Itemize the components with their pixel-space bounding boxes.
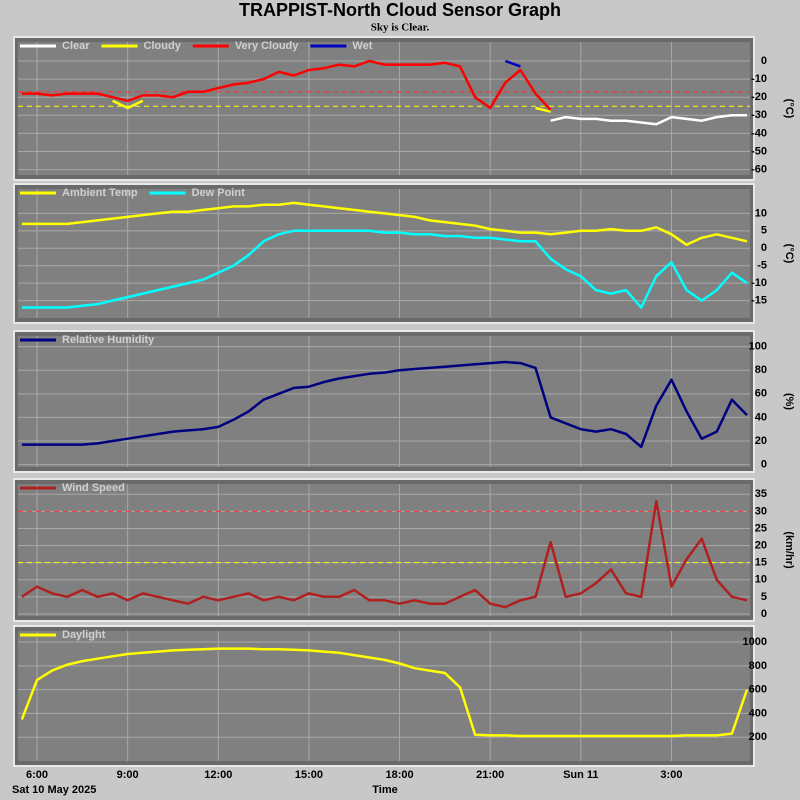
y-axis-label: (%) (783, 393, 795, 410)
data-line (21, 360, 748, 449)
y-tick-label: 15 (755, 557, 767, 569)
y-tick-label: -10 (751, 277, 767, 289)
date-label: Sat 10 May 2025 (12, 784, 96, 796)
data-line (112, 99, 551, 113)
y-tick-label: 600 (749, 684, 767, 696)
y-tick-label: 40 (755, 411, 767, 423)
legend-label: Relative Humidity (62, 334, 155, 346)
legend-label: Clear (62, 40, 90, 52)
y-tick-label: -5 (757, 260, 767, 272)
y-tick-label: 0 (761, 459, 767, 471)
x-tick-label: 21:00 (476, 769, 504, 781)
y-tick-label: 1000 (743, 636, 767, 648)
legend-label: Daylight (62, 629, 106, 641)
legend-label: Very Cloudy (235, 40, 299, 52)
y-tick-label: 20 (755, 539, 767, 551)
legend-label: Cloudy (144, 40, 182, 52)
y-tick-label: 60 (755, 388, 767, 400)
x-tick-label: 3:00 (660, 769, 682, 781)
chart-subtitle: Sky is Clear. (371, 22, 430, 34)
data-line (21, 201, 748, 247)
data-line (550, 114, 747, 126)
y-tick-label: -10 (751, 73, 767, 85)
x-tick-label: 12:00 (204, 769, 232, 781)
x-tick-label: Sun 11 (563, 769, 598, 781)
y-tick-label: 35 (755, 488, 767, 500)
y-tick-label: 5 (761, 225, 767, 237)
legend-label: Wind Speed (62, 482, 125, 494)
legend-label: Wet (352, 40, 372, 52)
plot-area (18, 189, 750, 318)
y-tick-label: 0 (761, 55, 767, 67)
data-line (21, 499, 748, 609)
y-tick-label: 80 (755, 364, 767, 376)
legend-label: Ambient Temp (62, 187, 138, 199)
y-tick-label: 5 (761, 591, 767, 603)
y-tick-label: 400 (749, 707, 767, 719)
y-tick-label: -40 (751, 127, 767, 139)
y-tick-label: 20 (755, 435, 767, 447)
y-tick-label: -15 (751, 294, 767, 306)
y-tick-label: 200 (749, 731, 767, 743)
legend-label: Dew Point (192, 187, 246, 199)
y-tick-label: 10 (755, 207, 767, 219)
x-tick-label: 18:00 (385, 769, 413, 781)
y-tick-label: 30 (755, 505, 767, 517)
y-axis-label: (°C) (783, 244, 795, 264)
y-tick-label: 0 (761, 608, 767, 620)
y-axis-label: (°C) (783, 99, 795, 119)
y-tick-label: -20 (751, 91, 767, 103)
chart-title: TRAPPIST-North Cloud Sensor Graph (239, 0, 561, 20)
y-tick-label: 100 (749, 341, 767, 353)
y-tick-label: -30 (751, 109, 767, 121)
data-line (21, 229, 748, 309)
data-line (21, 59, 552, 111)
y-tick-label: 25 (755, 522, 767, 534)
y-tick-label: -50 (751, 145, 767, 157)
x-tick-label: 15:00 (295, 769, 323, 781)
y-tick-label: 800 (749, 660, 767, 672)
y-tick-label: 0 (761, 242, 767, 254)
x-tick-label: 6:00 (26, 769, 48, 781)
data-line (20, 647, 749, 738)
data-line (504, 59, 521, 68)
y-tick-label: -60 (751, 163, 767, 175)
plot-area (18, 336, 750, 467)
y-tick-label: 10 (755, 574, 767, 586)
y-axis-label: (km/hr) (783, 531, 795, 569)
x-axis-label: Time (372, 784, 397, 796)
x-tick-label: 9:00 (117, 769, 139, 781)
